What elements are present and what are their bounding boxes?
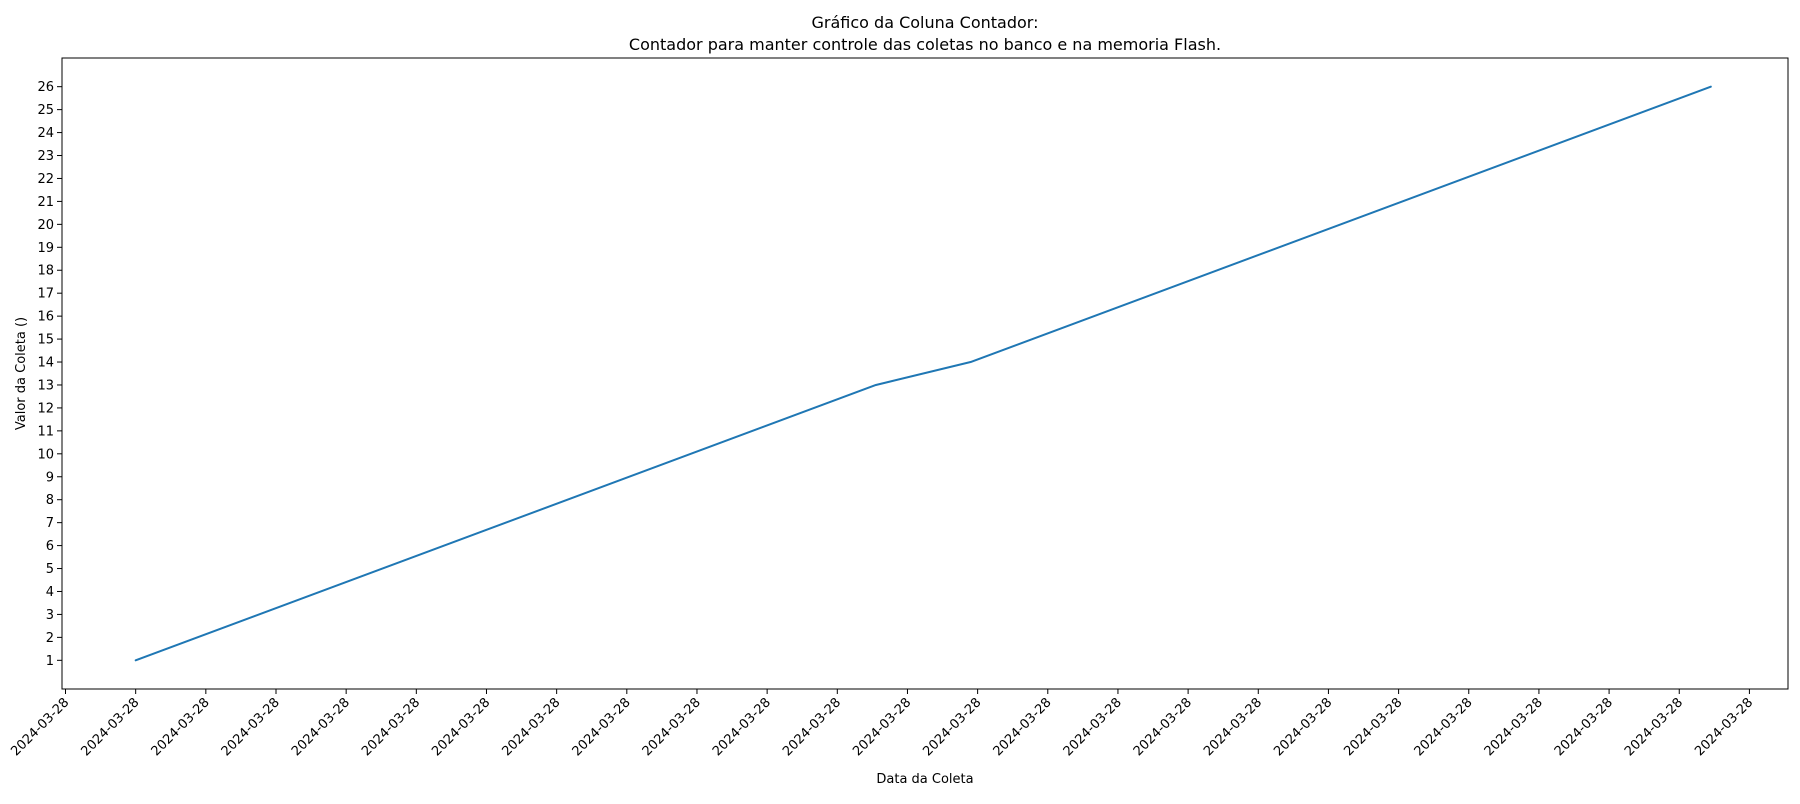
y-tick-label: 25 xyxy=(37,103,54,118)
y-tick-label: 2 xyxy=(46,631,54,646)
x-tick-label: 2024-03-28 xyxy=(991,695,1055,759)
y-axis-label: Valor da Coleta () xyxy=(14,317,29,430)
x-tick-label: 2024-03-28 xyxy=(78,695,142,759)
x-tick-label: 2024-03-28 xyxy=(429,695,493,759)
y-tick-label: 3 xyxy=(46,608,54,623)
y-tick-label: 15 xyxy=(37,333,54,348)
chart-title-line-1: Gráfico da Coluna Contador: xyxy=(812,13,1039,32)
x-tick-label: 2024-03-28 xyxy=(1201,695,1265,759)
chart-title-line-2: Contador para manter controle das coleta… xyxy=(629,35,1221,54)
x-tick-label: 2024-03-28 xyxy=(1622,695,1686,759)
y-tick-label: 12 xyxy=(37,401,54,416)
x-tick-label: 2024-03-28 xyxy=(359,695,423,759)
x-tick-label: 2024-03-28 xyxy=(1271,695,1335,759)
x-tick-label: 2024-03-28 xyxy=(1692,695,1756,759)
x-tick-label: 2024-03-28 xyxy=(780,695,844,759)
x-tick-label: 2024-03-28 xyxy=(499,695,563,759)
y-tick-label: 9 xyxy=(46,470,54,485)
y-tick-label: 14 xyxy=(37,356,54,371)
x-tick-label: 2024-03-28 xyxy=(1131,695,1195,759)
y-tick-label: 17 xyxy=(37,287,54,302)
y-tick-label: 6 xyxy=(46,539,54,554)
y-tick-label: 19 xyxy=(37,241,54,256)
y-tick-label: 13 xyxy=(37,378,54,393)
x-tick-label: 2024-03-28 xyxy=(1412,695,1476,759)
x-axis: 2024-03-28 2024-03-28 2024-03-28 2024-03-28… xyxy=(8,689,1756,759)
x-tick-label: 2024-03-28 xyxy=(289,695,353,759)
y-tick-label: 4 xyxy=(46,585,54,600)
y-tick-label: 22 xyxy=(37,172,54,187)
x-tick-label: 2024-03-28 xyxy=(920,695,984,759)
y-tick-label: 21 xyxy=(37,195,54,210)
y-tick-label: 24 xyxy=(37,126,54,141)
x-tick-label: 2024-03-28 xyxy=(1061,695,1125,759)
y-tick-label: 26 xyxy=(37,80,54,95)
series-line-0 xyxy=(134,85,1712,662)
x-tick-label: 2024-03-28 xyxy=(1552,695,1616,759)
y-tick-label: 20 xyxy=(37,218,54,233)
x-tick-label: 2024-03-28 xyxy=(8,695,72,759)
x-tick-label: 2024-03-28 xyxy=(149,695,213,759)
y-tick-label: 18 xyxy=(37,264,54,279)
y-tick-label: 8 xyxy=(46,493,54,508)
x-tick-label: 2024-03-28 xyxy=(710,695,774,759)
y-tick-label: 1 xyxy=(46,654,54,669)
y-tick-label: 23 xyxy=(37,149,54,164)
y-tick-label: 16 xyxy=(37,310,54,325)
y-axis: 1234567891011121314151617181920212223242… xyxy=(37,80,62,669)
x-tick-label: 2024-03-28 xyxy=(1482,695,1546,759)
y-tick-label: 5 xyxy=(46,562,54,577)
y-tick-label: 7 xyxy=(46,516,54,531)
y-tick-label: 10 xyxy=(37,447,54,462)
x-tick-label: 2024-03-28 xyxy=(1341,695,1405,759)
y-tick-label: 11 xyxy=(37,424,54,439)
x-tick-label: 2024-03-28 xyxy=(640,695,704,759)
x-tick-label: 2024-03-28 xyxy=(219,695,283,759)
x-tick-label: 2024-03-28 xyxy=(570,695,634,759)
series-layer xyxy=(134,85,1712,662)
x-axis-label: Data da Coleta xyxy=(876,772,973,787)
x-tick-label: 2024-03-28 xyxy=(850,695,914,759)
plot-area-frame xyxy=(61,57,1789,690)
